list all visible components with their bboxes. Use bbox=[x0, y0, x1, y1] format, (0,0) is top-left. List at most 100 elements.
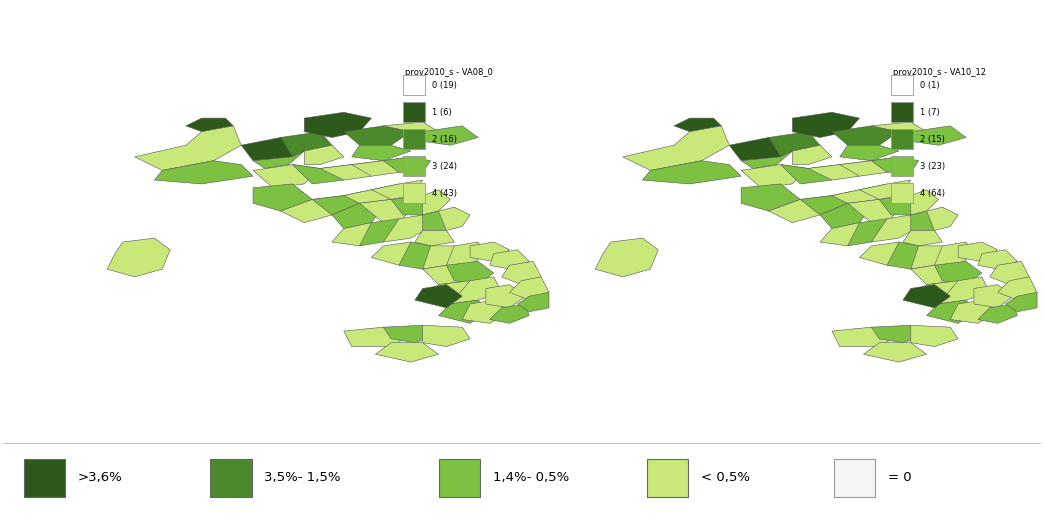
Polygon shape bbox=[281, 132, 332, 157]
Polygon shape bbox=[343, 327, 411, 347]
Polygon shape bbox=[741, 151, 792, 168]
Text: 3,5%- 1,5%: 3,5%- 1,5% bbox=[264, 471, 341, 484]
Polygon shape bbox=[321, 161, 383, 180]
Polygon shape bbox=[832, 327, 899, 347]
Polygon shape bbox=[447, 242, 485, 265]
Polygon shape bbox=[820, 203, 872, 229]
Text: 0 (19): 0 (19) bbox=[431, 81, 456, 90]
Bar bbox=[24, 459, 65, 497]
Polygon shape bbox=[958, 242, 998, 262]
Polygon shape bbox=[241, 138, 305, 161]
Polygon shape bbox=[595, 238, 659, 277]
Polygon shape bbox=[292, 165, 352, 184]
Polygon shape bbox=[399, 242, 447, 269]
Polygon shape bbox=[741, 165, 808, 188]
Text: 2 (16): 2 (16) bbox=[431, 135, 456, 144]
Polygon shape bbox=[859, 242, 910, 265]
Polygon shape bbox=[450, 277, 502, 304]
Text: < 0,5%: < 0,5% bbox=[701, 471, 750, 484]
Bar bbox=[403, 183, 425, 203]
Polygon shape bbox=[741, 184, 801, 211]
Polygon shape bbox=[423, 325, 470, 347]
Polygon shape bbox=[872, 122, 927, 141]
Polygon shape bbox=[343, 184, 399, 203]
Polygon shape bbox=[518, 293, 549, 312]
Polygon shape bbox=[910, 281, 966, 304]
Bar bbox=[403, 102, 425, 123]
Polygon shape bbox=[730, 138, 792, 161]
Polygon shape bbox=[832, 126, 899, 145]
Polygon shape bbox=[910, 246, 958, 269]
Bar bbox=[891, 102, 914, 123]
Polygon shape bbox=[359, 199, 414, 222]
Polygon shape bbox=[414, 285, 462, 308]
Polygon shape bbox=[423, 281, 478, 304]
Text: 1,4%- 0,5%: 1,4%- 0,5% bbox=[493, 471, 569, 484]
Polygon shape bbox=[470, 242, 509, 262]
Polygon shape bbox=[934, 242, 974, 265]
Polygon shape bbox=[485, 285, 525, 308]
Polygon shape bbox=[383, 215, 430, 242]
Polygon shape bbox=[312, 190, 372, 215]
Polygon shape bbox=[978, 250, 1017, 269]
Polygon shape bbox=[910, 325, 958, 347]
Polygon shape bbox=[950, 300, 998, 323]
Bar bbox=[891, 156, 914, 177]
Bar bbox=[403, 129, 425, 149]
Text: = 0: = 0 bbox=[887, 471, 911, 484]
Polygon shape bbox=[438, 300, 490, 323]
Polygon shape bbox=[859, 180, 910, 199]
Text: prov2010_s - VA08_0: prov2010_s - VA08_0 bbox=[405, 67, 493, 77]
Polygon shape bbox=[998, 277, 1037, 300]
Polygon shape bbox=[332, 203, 383, 229]
Polygon shape bbox=[135, 126, 241, 170]
Text: 4 (43): 4 (43) bbox=[431, 189, 456, 198]
Polygon shape bbox=[372, 180, 423, 199]
Polygon shape bbox=[808, 161, 872, 180]
Polygon shape bbox=[423, 265, 470, 285]
Polygon shape bbox=[502, 262, 541, 285]
Polygon shape bbox=[423, 126, 478, 145]
Polygon shape bbox=[253, 165, 321, 188]
Polygon shape bbox=[383, 122, 438, 141]
Text: 4 (64): 4 (64) bbox=[920, 189, 945, 198]
Text: 1 (7): 1 (7) bbox=[920, 108, 940, 117]
Polygon shape bbox=[352, 157, 411, 176]
Text: prov2010_s - VA10_12: prov2010_s - VA10_12 bbox=[893, 67, 986, 77]
Polygon shape bbox=[781, 165, 839, 184]
Bar bbox=[891, 183, 914, 203]
Polygon shape bbox=[820, 222, 872, 246]
Polygon shape bbox=[903, 230, 943, 246]
Polygon shape bbox=[383, 325, 438, 342]
Polygon shape bbox=[848, 219, 899, 246]
Polygon shape bbox=[927, 300, 978, 323]
Polygon shape bbox=[186, 118, 233, 132]
Polygon shape bbox=[872, 157, 919, 173]
Polygon shape bbox=[343, 126, 411, 145]
Polygon shape bbox=[372, 242, 423, 265]
Polygon shape bbox=[792, 112, 859, 138]
Bar bbox=[833, 459, 875, 497]
Polygon shape bbox=[376, 342, 438, 362]
Polygon shape bbox=[768, 132, 820, 157]
Bar bbox=[211, 459, 252, 497]
Polygon shape bbox=[910, 211, 943, 230]
Polygon shape bbox=[281, 196, 343, 222]
Polygon shape bbox=[903, 285, 950, 308]
Polygon shape bbox=[392, 196, 438, 215]
Polygon shape bbox=[927, 207, 958, 230]
Text: 3 (24): 3 (24) bbox=[431, 162, 456, 171]
Polygon shape bbox=[509, 277, 549, 300]
Polygon shape bbox=[792, 145, 832, 165]
Polygon shape bbox=[383, 157, 430, 173]
Polygon shape bbox=[910, 190, 939, 215]
Text: 2 (15): 2 (15) bbox=[920, 135, 945, 144]
Text: 0 (1): 0 (1) bbox=[920, 81, 940, 90]
Text: >3,6%: >3,6% bbox=[77, 471, 122, 484]
Polygon shape bbox=[839, 157, 899, 176]
Polygon shape bbox=[974, 285, 1014, 308]
Polygon shape bbox=[423, 190, 450, 215]
Polygon shape bbox=[305, 112, 372, 138]
Polygon shape bbox=[863, 342, 927, 362]
Bar bbox=[403, 156, 425, 177]
